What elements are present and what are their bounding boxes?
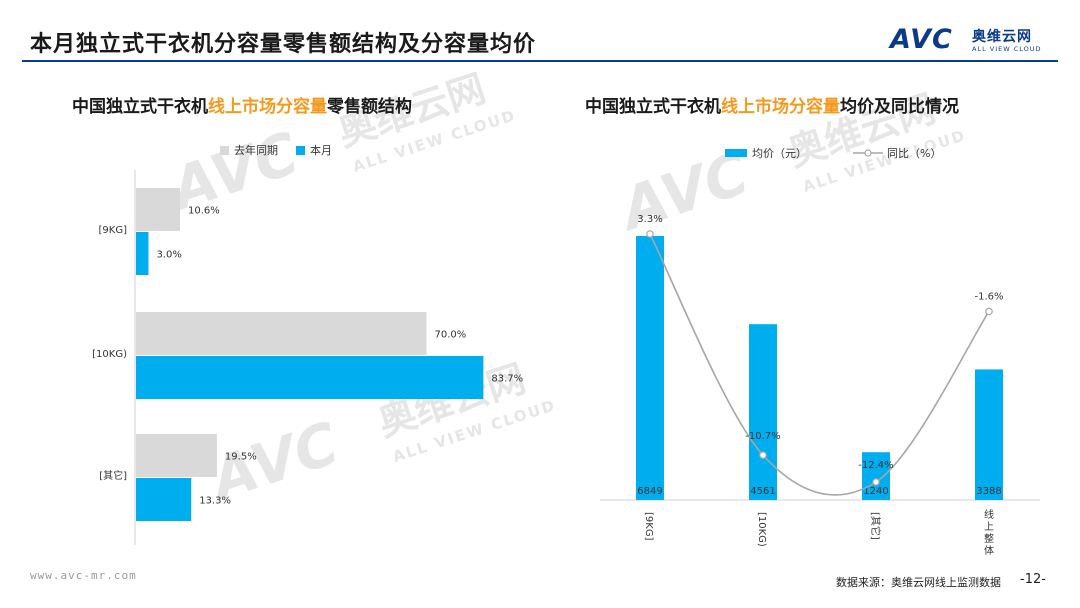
data-label: 83.7%	[491, 374, 523, 385]
bar-value-label: 4561	[750, 486, 775, 497]
category-label: [其它]	[869, 512, 882, 540]
left-title-part-1: 中国独立式干衣机	[72, 97, 208, 117]
bar-this-month	[136, 232, 149, 275]
bar-value-label: 6849	[637, 486, 662, 497]
yoy-point	[872, 478, 880, 486]
bar-last-year	[136, 434, 217, 477]
legend-swatch	[725, 149, 747, 157]
yoy-label: -1.6%	[974, 291, 1003, 302]
legend-label: 均价（元）	[752, 147, 807, 160]
yoy-point	[646, 230, 654, 238]
legend-label: 同比（%）	[887, 147, 942, 160]
page-number: -12-	[1020, 572, 1046, 587]
left-chart-title: 中国独立式干衣机线上市场分容量零售额结构	[72, 92, 412, 117]
right-title-part-1: 中国独立式干衣机	[585, 97, 721, 117]
category-label: [其它]	[99, 469, 127, 482]
bar-last-year	[136, 188, 180, 231]
yoy-line	[649, 233, 990, 496]
legend-item-avg-price: 均价（元）	[725, 145, 807, 161]
logo-mark: AVC	[890, 24, 953, 55]
category-label: [10KG)	[756, 512, 767, 547]
right-title-part-3: 均价及同比情况	[840, 97, 959, 117]
bar-avg-price	[636, 236, 664, 500]
category-label: [9KG]	[99, 225, 128, 236]
legend-label: 去年同期	[234, 144, 278, 157]
legend-line-marker	[853, 149, 883, 157]
data-label: 70.0%	[435, 330, 467, 341]
bar-value-label: 3388	[976, 486, 1001, 497]
right-legend: 均价（元） 同比（%）	[725, 145, 959, 161]
category-label-char: 体	[984, 545, 994, 557]
left-title-part-2: 线上市场分容量	[208, 97, 327, 117]
left-legend: 去年同期 本月	[220, 142, 350, 158]
data-label: 10.6%	[188, 206, 220, 217]
left-bar-chart: [9KG] 10.6% 3.0% [10KG) 70.0% 83.7% [其它] 19.5% 1…	[92, 170, 523, 545]
legend-swatch	[296, 145, 305, 155]
legend-item-yoy: 同比（%）	[853, 145, 941, 161]
data-label: 3.0%	[156, 250, 181, 261]
yoy-label: -12.4%	[858, 460, 893, 471]
yoy-point	[985, 307, 993, 316]
right-title-part-2: 线上市场分容量	[721, 97, 840, 117]
legend-swatch	[220, 145, 229, 155]
page-title: 本月独立式干衣机分容量零售额结构及分容量均价	[30, 32, 537, 57]
category-label-char: 线	[984, 508, 994, 521]
data-label: 13.3%	[199, 496, 231, 507]
yoy-point	[759, 451, 767, 459]
category-label: [10KG)	[92, 349, 127, 360]
bar-value-label: 1240	[863, 486, 888, 497]
bar-this-month	[136, 356, 484, 399]
bar-this-month	[136, 478, 192, 521]
logo-cn: 奥维云网	[972, 29, 1032, 45]
legend-item-last-year: 去年同期	[220, 142, 278, 158]
yoy-label: -10.7%	[745, 431, 780, 442]
category-label-char: 上	[984, 521, 994, 533]
footer-url: www.avc-mr.com	[30, 569, 137, 582]
yoy-label: 3.3%	[637, 214, 662, 225]
category-label-char: 整	[984, 532, 994, 545]
bar-avg-price	[749, 324, 777, 500]
left-title-part-3: 零售额结构	[327, 97, 412, 117]
header-divider	[22, 60, 1058, 62]
bar-avg-price	[862, 452, 890, 500]
legend-label: 本月	[310, 144, 332, 157]
bar-last-year	[136, 312, 427, 355]
footer-source: 数据来源：奥维云网线上监测数据	[836, 576, 1001, 589]
logo-en: ALL VIEW CLOUD	[972, 45, 1042, 53]
avc-logo: AVC 奥维云网 ALL VIEW CLOUD	[890, 24, 1060, 58]
category-label: [9KG]	[643, 512, 654, 541]
right-chart-title: 中国独立式干衣机线上市场分容量均价及同比情况	[585, 92, 959, 117]
legend-item-this-month: 本月	[296, 142, 332, 158]
bar-avg-price	[975, 369, 1003, 500]
data-label: 19.5%	[225, 452, 257, 463]
